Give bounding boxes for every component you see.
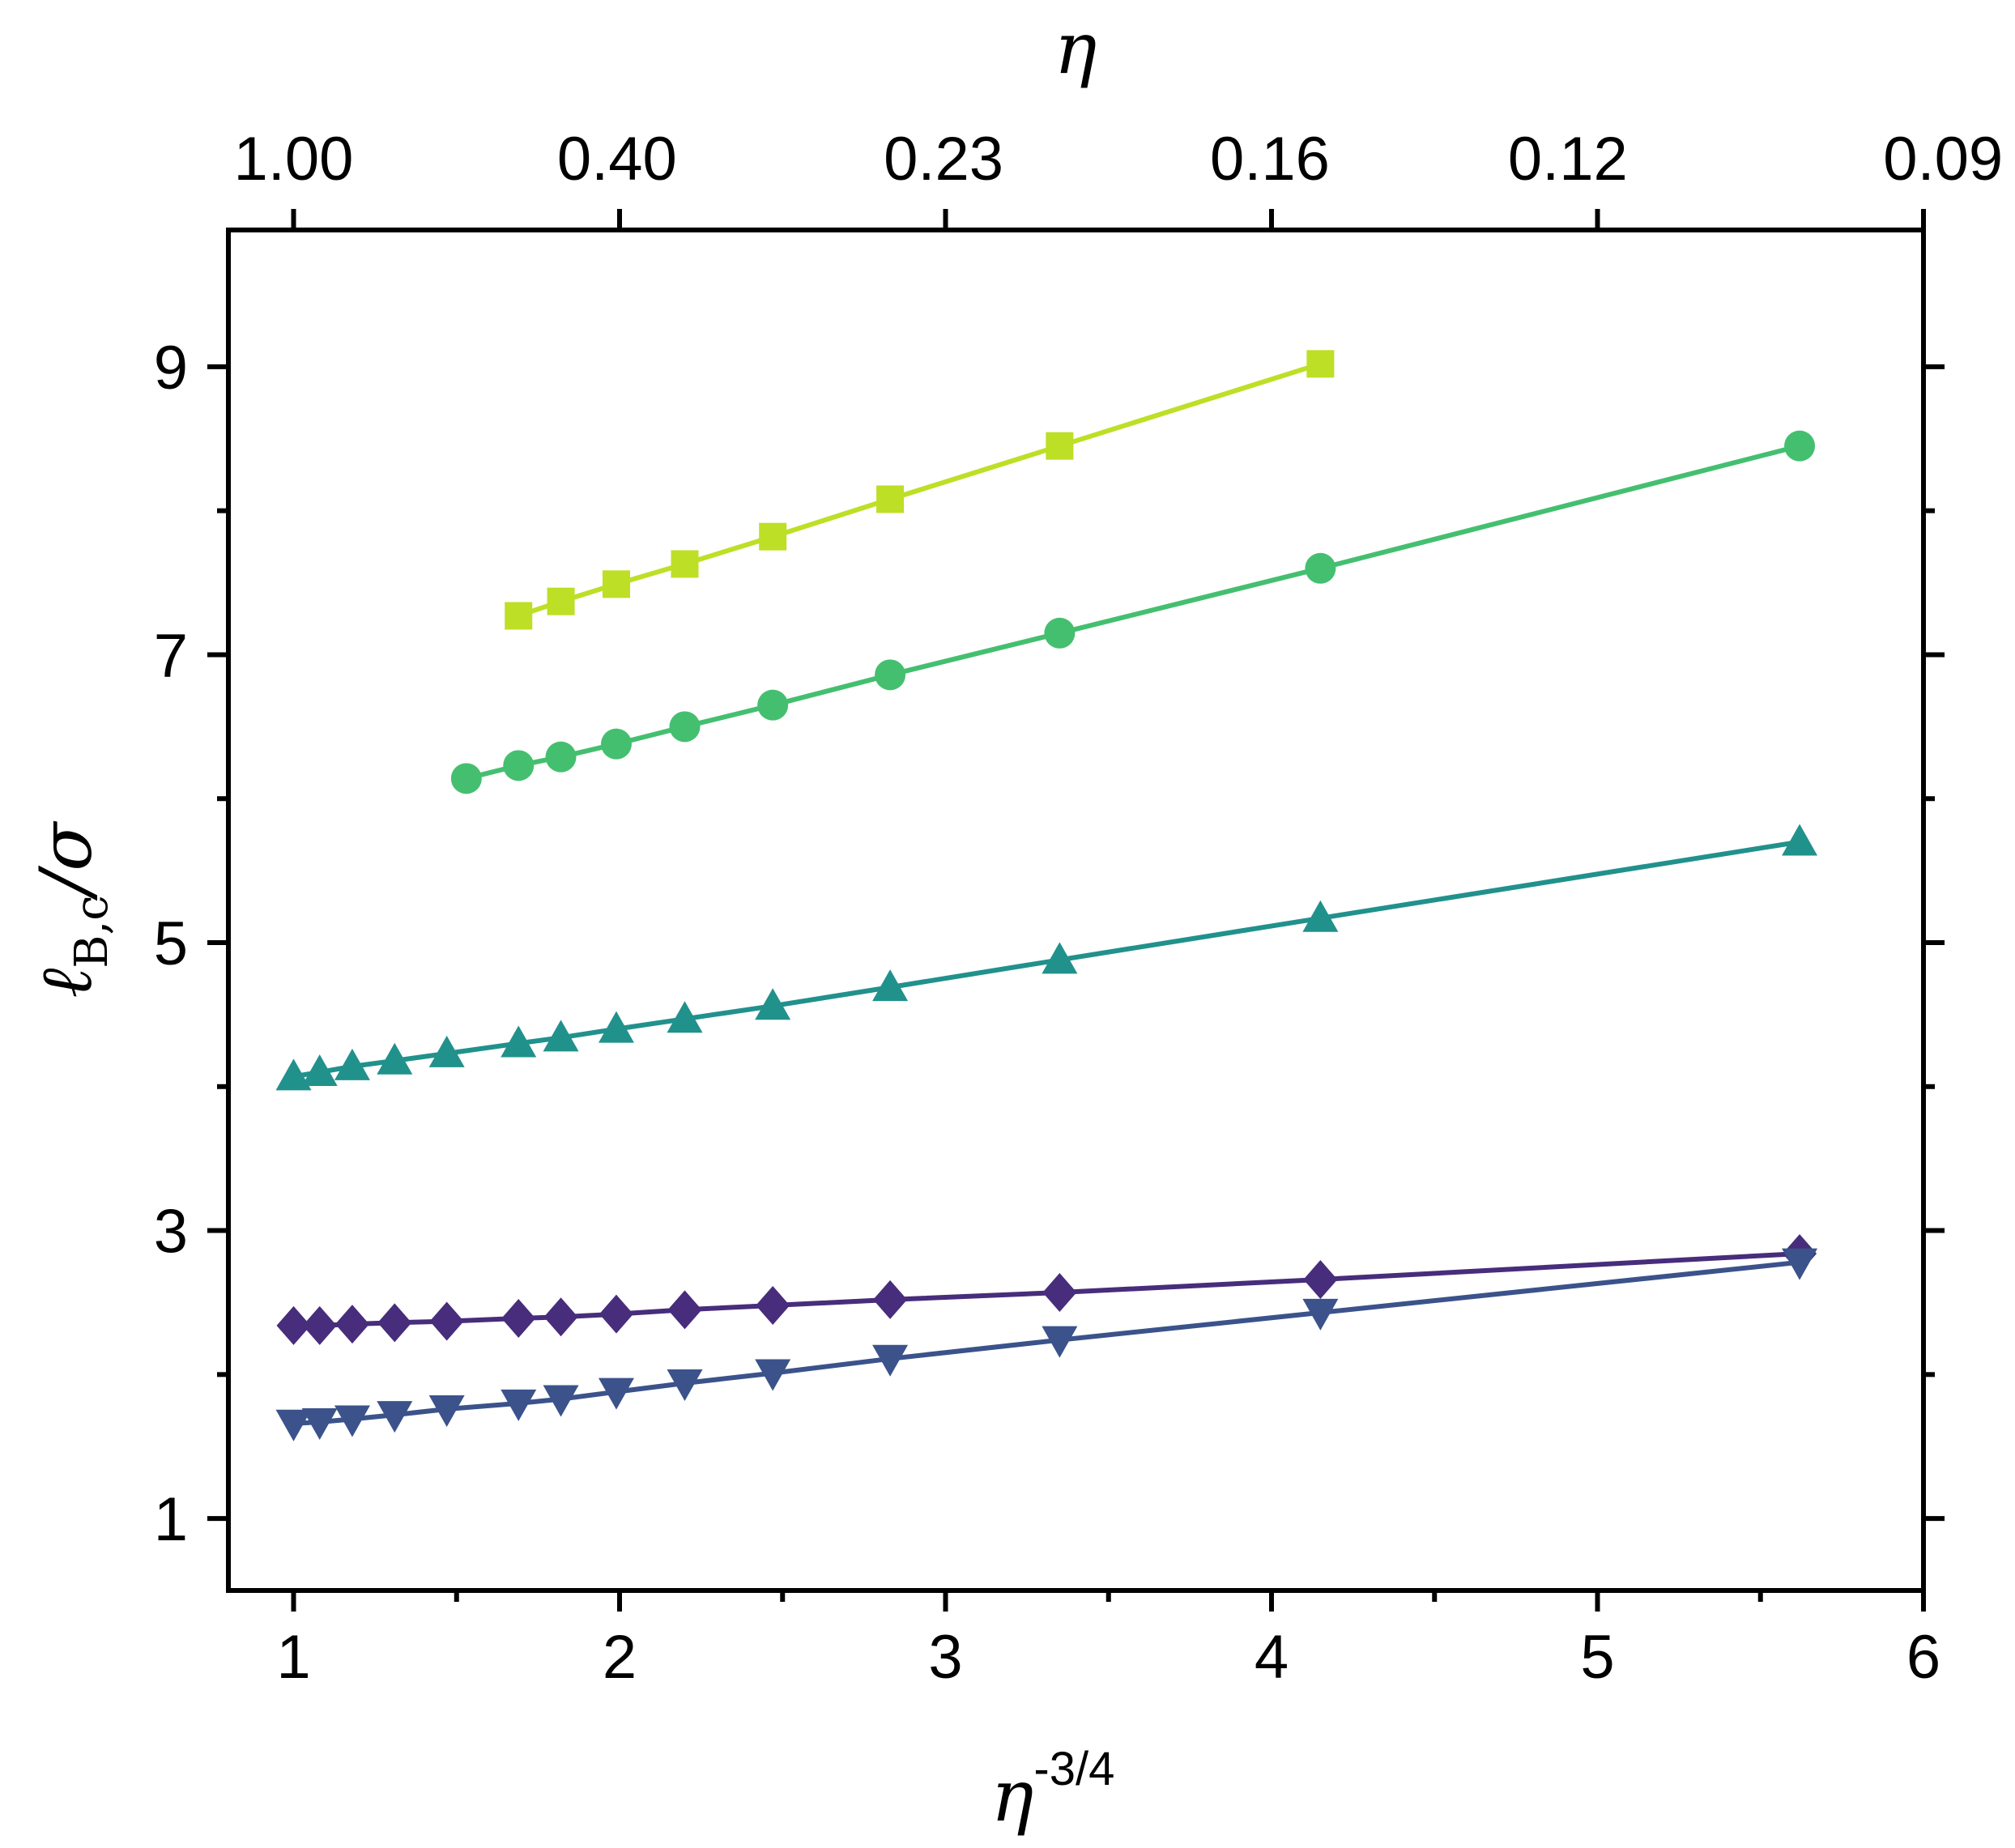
data-point-triangle-down	[1302, 1298, 1339, 1331]
x-axis-title: η-3/4	[991, 1743, 1115, 1837]
x-tick-label: 3	[928, 1623, 962, 1692]
data-point-triangle-up	[501, 1025, 537, 1058]
top-tick-label: 0.16	[1210, 125, 1330, 194]
y-tick-label: 9	[154, 334, 188, 402]
top-tick-label: 0.40	[557, 125, 677, 194]
data-point-triangle-down	[377, 1401, 413, 1433]
data-point-triangle-up	[301, 1054, 338, 1086]
x-tick-label: 4	[1255, 1623, 1289, 1692]
data-point-triangle-down	[543, 1385, 579, 1417]
data-point-square	[671, 550, 699, 578]
x-tick-label: 2	[603, 1623, 637, 1692]
data-point-triangle-down	[755, 1359, 791, 1391]
data-point-triangle-up	[1042, 942, 1078, 974]
data-point-square	[505, 602, 533, 630]
plot-frame	[226, 228, 1926, 1593]
y-axis-title-tail: /σ	[24, 820, 108, 901]
data-point-diamond	[377, 1303, 412, 1343]
series-line	[466, 443, 1800, 781]
data-point-triangle-down	[334, 1405, 370, 1437]
data-point-circle	[503, 750, 535, 781]
data-point-diamond	[1303, 1260, 1338, 1299]
data-point-square	[602, 570, 630, 598]
top-tick-label: 0.12	[1508, 125, 1628, 194]
data-point-diamond	[501, 1299, 536, 1338]
data-point-square	[547, 587, 575, 615]
data-point-triangle-up	[1302, 900, 1339, 932]
x-tick-label: 5	[1580, 1623, 1614, 1692]
data-point-square	[1046, 432, 1074, 460]
data-point-triangle-up	[428, 1035, 465, 1067]
series-layer	[275, 350, 1818, 1441]
series-circles	[450, 430, 1816, 794]
data-point-triangle-up	[377, 1042, 413, 1075]
data-point-diamond	[667, 1290, 702, 1330]
x-axis-title-base: η	[991, 1754, 1034, 1837]
data-point-square	[876, 485, 905, 513]
data-point-diamond	[873, 1280, 908, 1319]
data-point-diamond	[756, 1286, 790, 1325]
x-tick-label: 6	[1906, 1623, 1940, 1692]
series-squares	[505, 350, 1335, 630]
data-point-diamond	[334, 1305, 369, 1344]
top-axis-title: η	[1054, 6, 1097, 90]
data-point-triangle-down	[598, 1377, 634, 1410]
data-point-triangle-up	[872, 969, 909, 1002]
data-point-circle	[875, 659, 906, 691]
data-point-triangle-down	[1042, 1326, 1078, 1358]
data-point-diamond	[429, 1301, 464, 1341]
y-tick-label: 1	[154, 1485, 188, 1554]
data-point-circle	[669, 711, 701, 743]
data-point-triangle-up	[334, 1048, 370, 1080]
data-point-diamond	[302, 1305, 337, 1345]
y-tick-label: 3	[154, 1198, 188, 1267]
y-axis-title: ℓB,c/σ	[24, 820, 118, 999]
series-triangles-up	[275, 824, 1818, 1091]
y-axis-title-main: ℓ	[24, 968, 108, 998]
data-point-triangle-up	[275, 1058, 312, 1091]
data-point-triangle-down	[872, 1344, 909, 1377]
top-tick-label: 1.00	[234, 125, 354, 194]
data-point-triangle-down	[275, 1409, 312, 1441]
data-point-triangle-up	[598, 1011, 634, 1043]
data-point-square	[1306, 350, 1335, 378]
data-point-square	[759, 522, 787, 551]
data-point-circle	[450, 763, 482, 794]
data-point-triangle-up	[667, 1001, 703, 1033]
data-point-triangle-down	[501, 1389, 537, 1421]
data-point-triangle-up	[1782, 824, 1818, 856]
data-point-circle	[545, 741, 577, 773]
y-axis-title-sub: B,c	[66, 895, 118, 968]
data-point-triangle-down	[301, 1408, 338, 1440]
data-point-circle	[1784, 430, 1816, 462]
top-tick-label: 0.23	[884, 125, 1003, 194]
ticks-layer: 1 2 3 4 5 6 1.00 0.40 0.23 0.16 0.12 0.09 1 3 5 7 9	[154, 125, 2003, 1692]
data-point-circle	[1044, 617, 1076, 649]
data-point-diamond	[276, 1305, 311, 1345]
data-point-circle	[757, 689, 789, 721]
data-point-triangle-down	[428, 1395, 465, 1427]
y-tick-label: 5	[154, 909, 188, 978]
series-triangles-down	[275, 1248, 1818, 1441]
data-point-circle	[1305, 552, 1336, 584]
data-point-diamond	[1042, 1273, 1077, 1312]
top-tick-label: 0.09	[1883, 125, 2003, 194]
data-point-diamond	[599, 1294, 633, 1334]
data-point-triangle-up	[755, 988, 791, 1020]
x-tick-label: 1	[276, 1623, 310, 1692]
x-axis-title-exp: -3/4	[1033, 1743, 1114, 1795]
data-point-triangle-down	[667, 1369, 703, 1401]
y-tick-label: 7	[154, 621, 188, 690]
series-line	[518, 361, 1322, 619]
data-point-triangle-up	[543, 1020, 579, 1052]
data-point-circle	[600, 728, 632, 760]
data-point-triangle-down	[1782, 1248, 1818, 1280]
data-point-diamond	[543, 1297, 578, 1337]
